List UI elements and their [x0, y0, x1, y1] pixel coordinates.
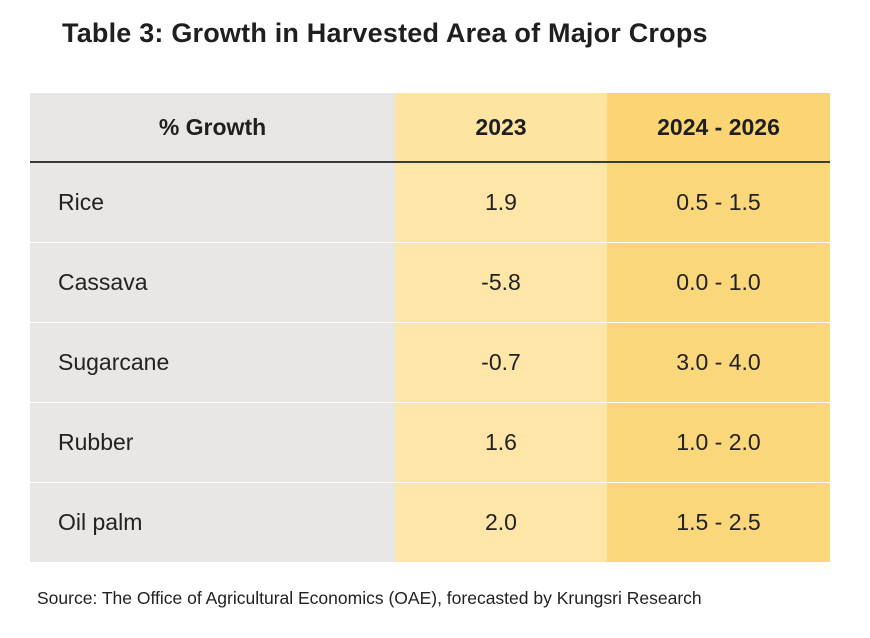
- growth-2023: -5.8: [395, 242, 607, 323]
- crop-name: Sugarcane: [30, 322, 395, 403]
- growth-2024-2026: 1.5 - 2.5: [607, 482, 830, 562]
- growth-2023: -0.7: [395, 322, 607, 403]
- table-row: Sugarcane -0.7 3.0 - 4.0: [30, 322, 830, 403]
- source-note: Source: The Office of Agricultural Econo…: [37, 588, 702, 608]
- table-header-row: % Growth 2023 2024 - 2026: [30, 93, 830, 163]
- table-row: Rice 1.9 0.5 - 1.5: [30, 162, 830, 243]
- growth-table-container: % Growth 2023 2024 - 2026 Rice 1.9 0.5 -…: [30, 93, 830, 562]
- header-2024-2026: 2024 - 2026: [607, 93, 830, 163]
- header-growth: % Growth: [30, 93, 395, 163]
- growth-2023: 2.0: [395, 482, 607, 562]
- header-2023: 2023: [395, 93, 607, 163]
- growth-table: % Growth 2023 2024 - 2026 Rice 1.9 0.5 -…: [30, 93, 830, 562]
- table-row: Rubber 1.6 1.0 - 2.0: [30, 402, 830, 483]
- crop-name: Cassava: [30, 242, 395, 323]
- table-row: Cassava -5.8 0.0 - 1.0: [30, 242, 830, 323]
- table-row: Oil palm 2.0 1.5 - 2.5: [30, 482, 830, 562]
- crop-name: Oil palm: [30, 482, 395, 562]
- growth-2024-2026: 3.0 - 4.0: [607, 322, 830, 403]
- growth-2023: 1.9: [395, 162, 607, 243]
- crop-name: Rice: [30, 162, 395, 243]
- growth-2024-2026: 0.0 - 1.0: [607, 242, 830, 323]
- growth-2024-2026: 0.5 - 1.5: [607, 162, 830, 243]
- crop-name: Rubber: [30, 402, 395, 483]
- growth-2024-2026: 1.0 - 2.0: [607, 402, 830, 483]
- table-title: Table 3: Growth in Harvested Area of Maj…: [62, 18, 708, 48]
- growth-2023: 1.6: [395, 402, 607, 483]
